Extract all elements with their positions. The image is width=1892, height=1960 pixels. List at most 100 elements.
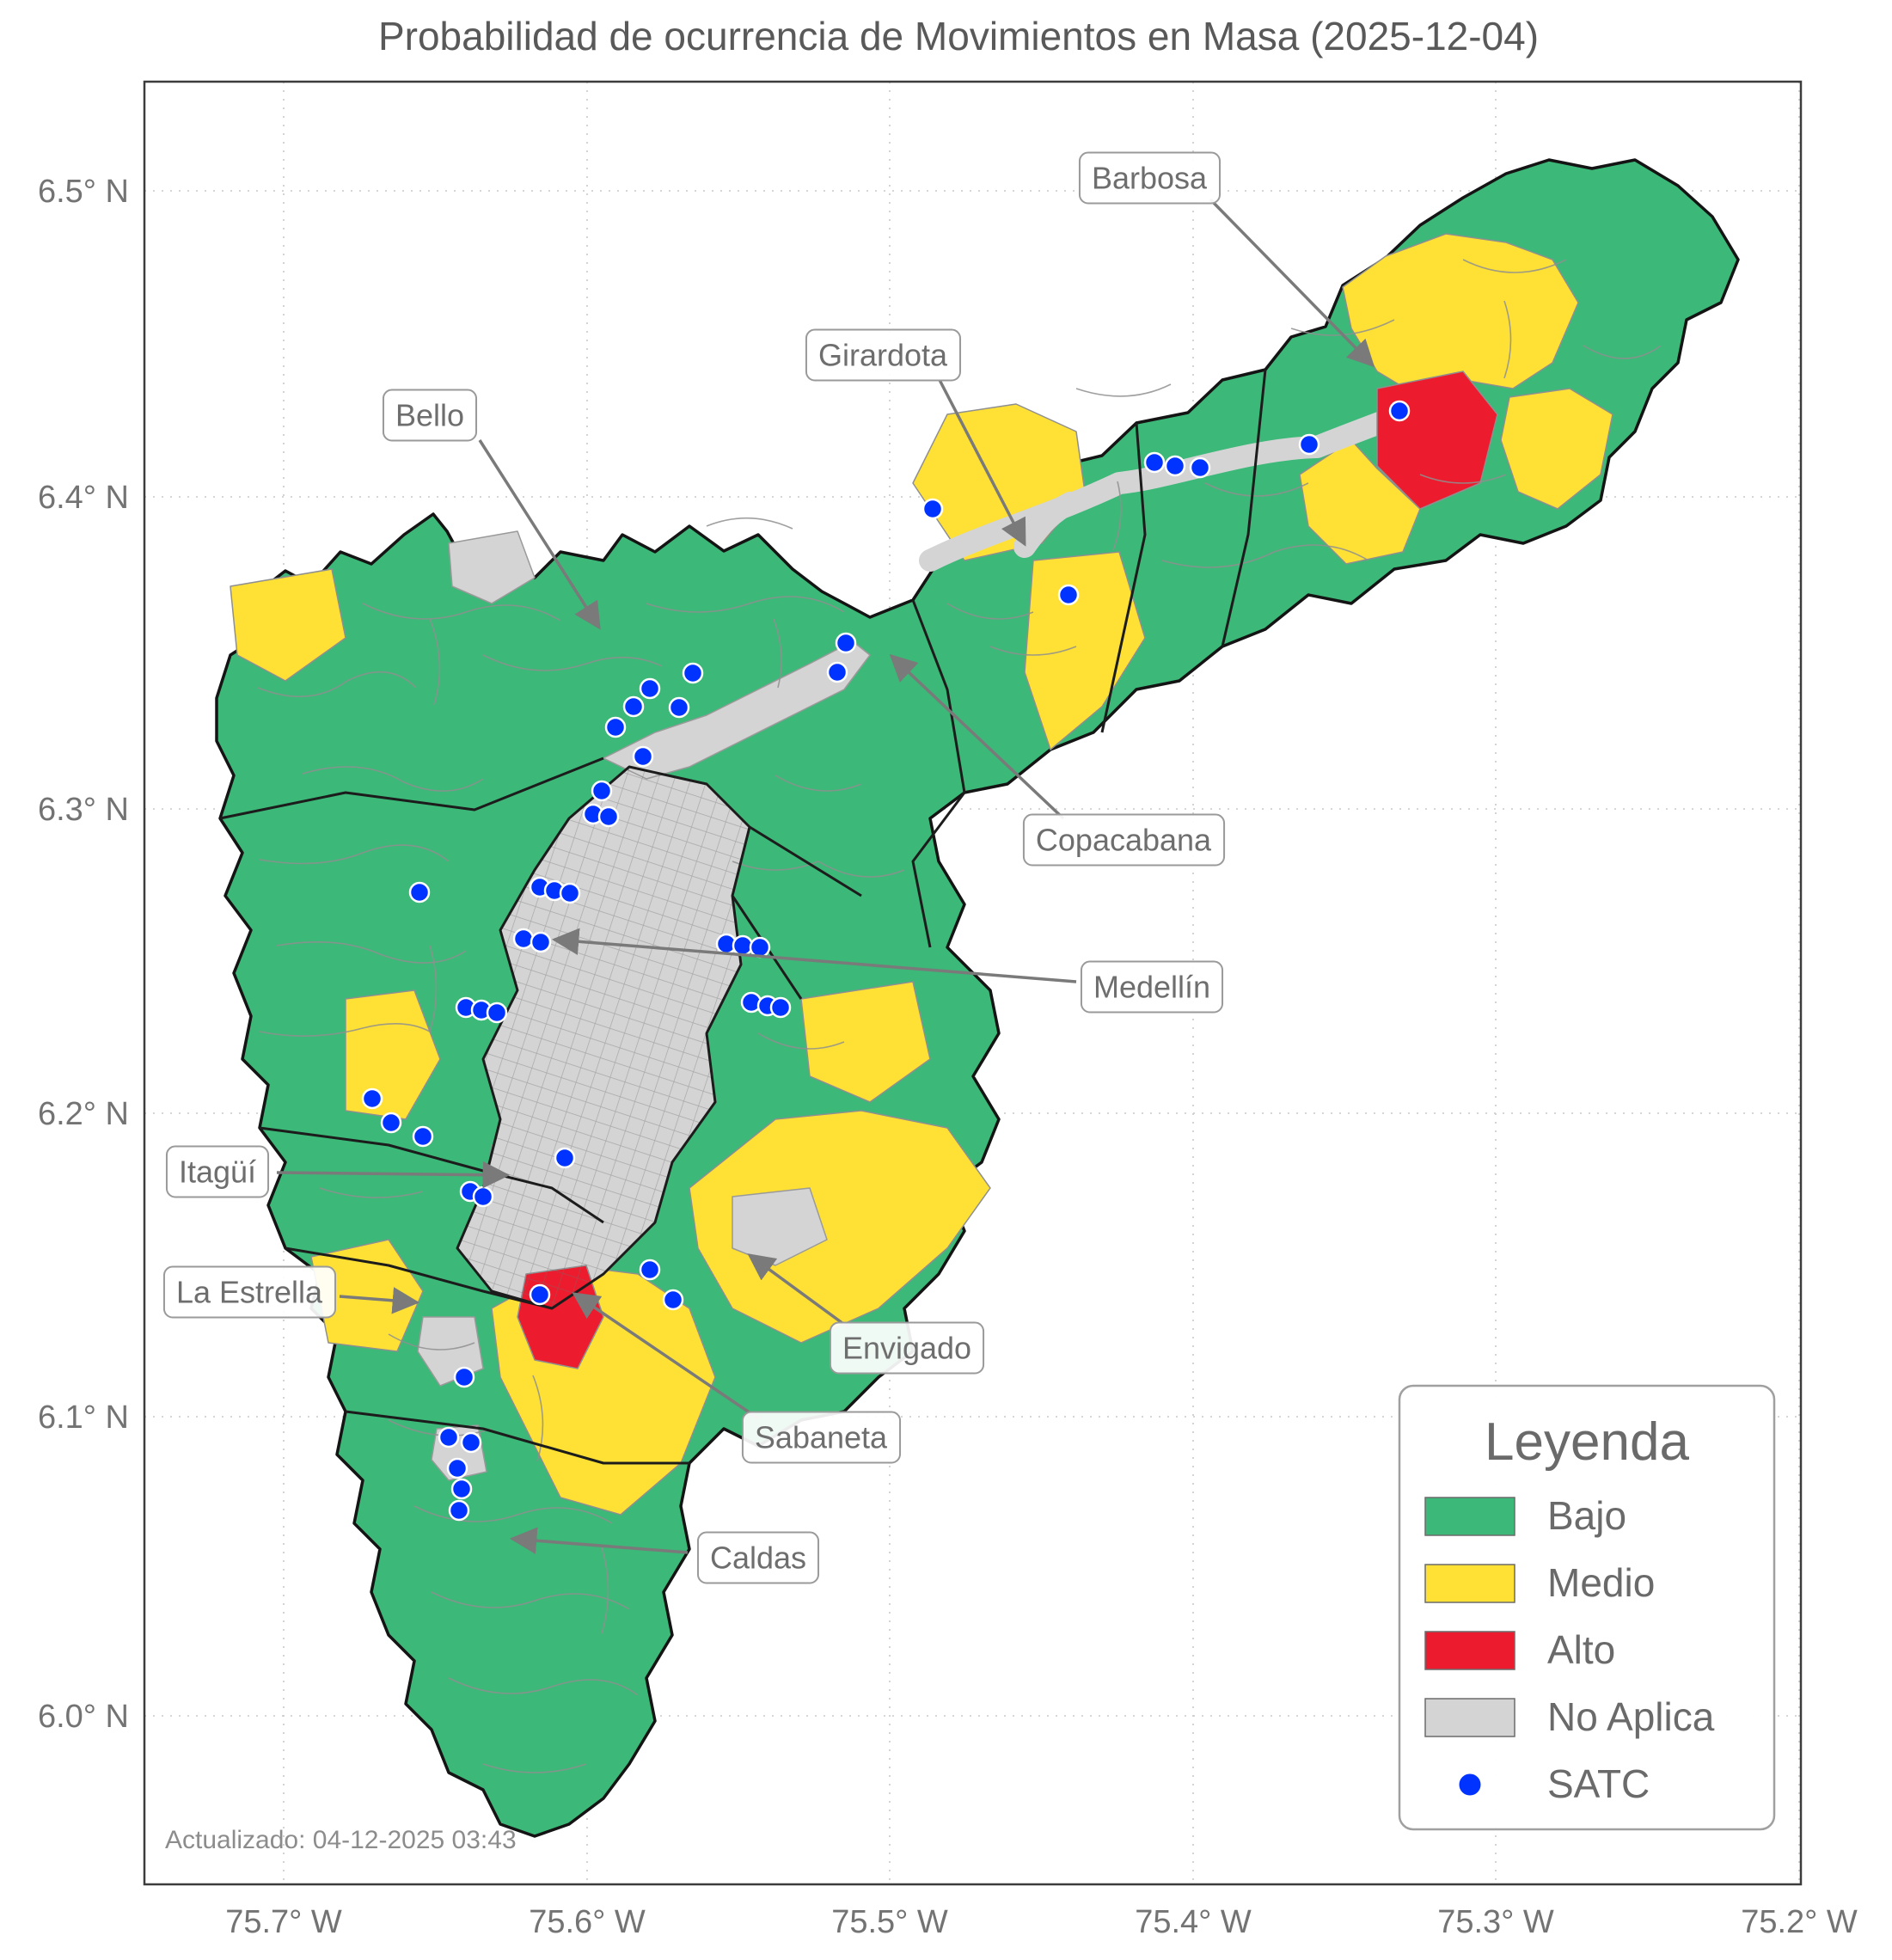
legend-item-alto: Alto bbox=[1424, 1627, 1615, 1672]
x-axis-ticks: 75.7° W 75.6° W 75.5° W 75.4° W 75.3° W … bbox=[225, 1904, 1858, 1940]
satc-point bbox=[453, 1366, 475, 1388]
y-tick-6-4n: 6.4° N bbox=[38, 480, 129, 516]
satc-point bbox=[662, 1289, 684, 1311]
annotation-box-copacabana bbox=[1022, 813, 1226, 867]
y-tick-6-1n: 6.1° N bbox=[38, 1400, 129, 1436]
satc-point bbox=[835, 632, 857, 654]
legend-satc-dot-icon bbox=[1456, 1771, 1484, 1798]
legend-swatch-medio-icon bbox=[1424, 1564, 1515, 1603]
satc-point bbox=[486, 1001, 508, 1024]
annotation-barbosa: Barbosa bbox=[1078, 151, 1222, 205]
annotation-box-itagui bbox=[165, 1145, 270, 1198]
annotation-label-girardota: Girardota bbox=[818, 338, 948, 373]
legend-label-medio: Medio bbox=[1547, 1560, 1655, 1605]
annotation-arrow-medellin bbox=[551, 928, 1077, 983]
annotation-bello: Bello bbox=[382, 389, 478, 442]
annotation-box-envigado bbox=[829, 1321, 985, 1375]
satc-point bbox=[512, 928, 535, 950]
legend-swatch-bajo-icon bbox=[1424, 1497, 1515, 1536]
legend-title: Leyenda bbox=[1485, 1412, 1689, 1472]
annotation-arrow-envigado bbox=[747, 1253, 851, 1330]
satc-point bbox=[460, 1431, 482, 1454]
satc-point bbox=[438, 1426, 460, 1449]
updated-timestamp: Actualizado: 04-12-2025 03:43 bbox=[165, 1826, 517, 1854]
legend-label-bajo: Bajo bbox=[1547, 1493, 1626, 1538]
satc-point bbox=[530, 931, 552, 953]
satc-point bbox=[622, 695, 645, 718]
satc-point bbox=[446, 1457, 468, 1479]
satc-point bbox=[632, 745, 654, 768]
satc-point bbox=[769, 996, 792, 1019]
x-tick-75-6w: 75.6° W bbox=[529, 1904, 646, 1940]
annotation-la-estrella: La Estrella bbox=[162, 1265, 337, 1319]
urban-street-grid bbox=[457, 767, 750, 1308]
legend-label-alto: Alto bbox=[1547, 1627, 1615, 1672]
satc-point bbox=[732, 934, 754, 957]
page-title: Probabilidad de ocurrencia de Movimiento… bbox=[378, 14, 1539, 58]
annotation-medellin: Medellín bbox=[1080, 960, 1224, 1014]
legend-item-bajo: Bajo bbox=[1424, 1493, 1626, 1538]
x-tick-75-2w: 75.2° W bbox=[1741, 1904, 1858, 1940]
satc-point bbox=[380, 1112, 402, 1134]
y-axis-ticks: 6.5° N 6.4° N 6.3° N 6.2° N 6.1° N 6.0° … bbox=[38, 174, 129, 1735]
satc-point bbox=[529, 1283, 551, 1306]
satc-point bbox=[1164, 455, 1186, 477]
annotation-arrow-itagui bbox=[276, 1161, 511, 1189]
legend-item-no-aplica: No Aplica bbox=[1424, 1694, 1715, 1739]
annotation-box-girardota bbox=[805, 328, 962, 382]
annotation-box-bello bbox=[382, 389, 478, 442]
satc-point bbox=[1388, 400, 1411, 422]
satc-point bbox=[639, 1259, 661, 1281]
y-tick-6-2n: 6.2° N bbox=[38, 1096, 129, 1132]
y-tick-6-0n: 6.0° N bbox=[38, 1699, 129, 1735]
annotation-itagui: Itagüí bbox=[165, 1145, 270, 1198]
satc-point bbox=[668, 696, 690, 719]
annotation-arrow-girardota bbox=[938, 379, 1026, 547]
annotation-box-la-estrella bbox=[162, 1265, 337, 1319]
satc-point bbox=[591, 780, 613, 802]
annotation-arrow-la-estrella bbox=[339, 1287, 420, 1314]
satc-point bbox=[450, 1478, 473, 1500]
satc-point bbox=[559, 882, 581, 904]
legend-item-medio: Medio bbox=[1424, 1560, 1655, 1605]
plot-area-border bbox=[143, 80, 1803, 1886]
annotation-box-sabaneta bbox=[741, 1411, 902, 1464]
y-tick-6-3n: 6.3° N bbox=[38, 792, 129, 828]
satc-point bbox=[826, 661, 848, 683]
annotation-box-caldas bbox=[696, 1531, 820, 1584]
satc-point bbox=[1057, 584, 1080, 606]
satc-point bbox=[639, 677, 661, 700]
annotation-label-itagui: Itagüí bbox=[179, 1155, 256, 1190]
annotation-arrow-caldas bbox=[509, 1527, 689, 1554]
satc-point bbox=[361, 1087, 383, 1110]
satc-point bbox=[1143, 451, 1166, 474]
annotation-label-medellin: Medellín bbox=[1093, 970, 1210, 1005]
legend-items: Bajo Medio Alto No Aplica SATC bbox=[1424, 1493, 1715, 1806]
x-tick-75-4w: 75.4° W bbox=[1135, 1904, 1252, 1940]
satc-point bbox=[408, 881, 431, 903]
annotation-label-la-estrella: La Estrella bbox=[176, 1275, 323, 1310]
legend-item-satc: SATC bbox=[1456, 1761, 1650, 1806]
annotation-label-caldas: Caldas bbox=[710, 1540, 806, 1576]
annotation-caldas: Caldas bbox=[696, 1531, 820, 1584]
satc-point bbox=[597, 805, 620, 828]
satc-point bbox=[554, 1147, 576, 1169]
legend-swatch-no-aplica-icon bbox=[1424, 1698, 1515, 1737]
legend: Leyenda Bajo Medio Alto No Aplica SATC bbox=[1398, 1384, 1776, 1831]
x-tick-75-5w: 75.5° W bbox=[831, 1904, 948, 1940]
satc-point bbox=[682, 662, 704, 684]
satc-point bbox=[448, 1499, 470, 1522]
annotation-arrow-bello bbox=[478, 439, 601, 630]
annotation-arrow-copacabana bbox=[889, 653, 1065, 820]
annotation-arrow-barbosa bbox=[1209, 198, 1375, 368]
annotation-label-envigado: Envigado bbox=[842, 1331, 971, 1366]
annotation-copacabana: Copacabana bbox=[1022, 813, 1226, 867]
satc-point bbox=[604, 716, 627, 738]
annotation-label-sabaneta: Sabaneta bbox=[755, 1420, 888, 1455]
annotations-layer: Barbosa Girardota Bello Copacabana Medellín I… bbox=[162, 151, 1375, 1584]
satc-point bbox=[922, 498, 944, 520]
satc-point bbox=[1189, 456, 1211, 479]
map-layer bbox=[215, 158, 1740, 1838]
satc-point bbox=[412, 1125, 434, 1148]
